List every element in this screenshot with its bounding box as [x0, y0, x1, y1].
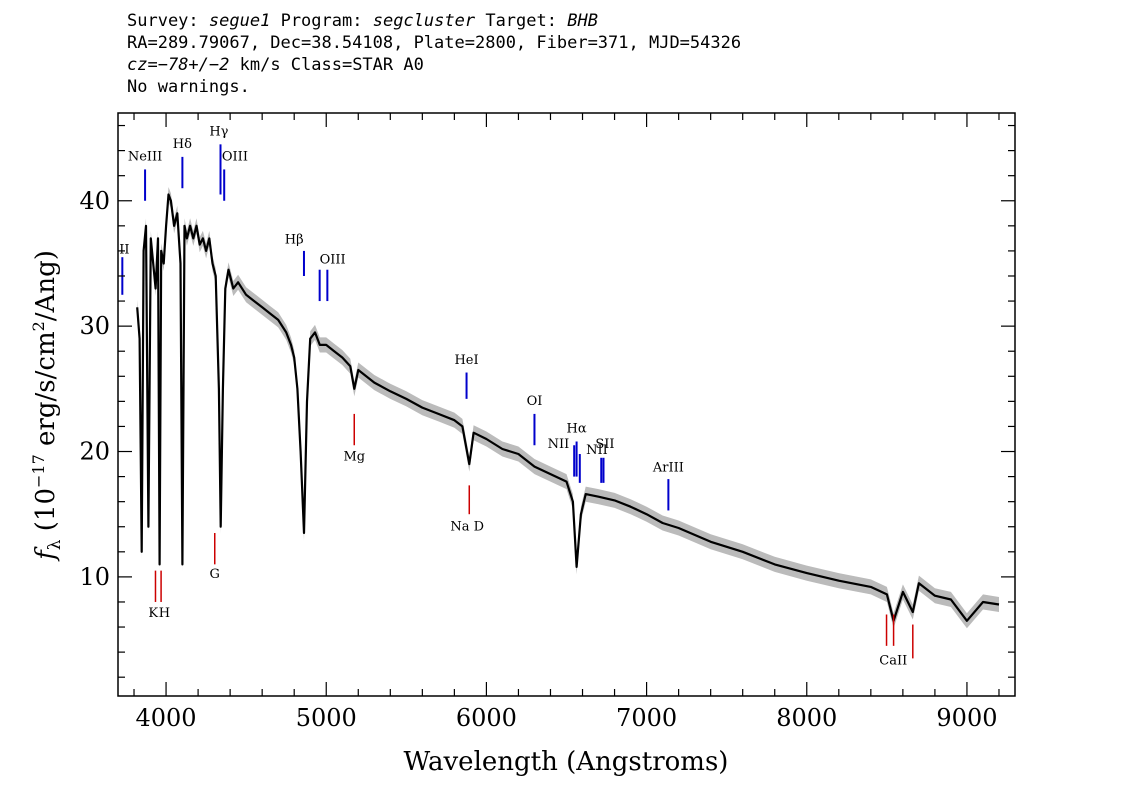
y-tick-label: 10 — [79, 563, 110, 591]
emission-line-label: Hδ — [173, 137, 192, 152]
error-band — [137, 187, 999, 629]
target-label: Target: — [485, 11, 557, 31]
x-tick-label: 8000 — [776, 704, 837, 732]
emission-line-label: NeIII — [128, 150, 162, 165]
x-tick-label: 6000 — [456, 704, 517, 732]
absorption-line-label: CaII — [879, 654, 907, 669]
x-tick-label: 9000 — [936, 704, 997, 732]
absorption-line-label: H — [159, 606, 170, 621]
flux-error-band — [137, 187, 999, 629]
x-tick-label: 5000 — [296, 704, 357, 732]
survey-label: Survey: — [127, 11, 199, 31]
axis-ticks: 4000 5000 6000 7000 8000 9000 10 20 30 40 — [79, 113, 1015, 732]
header-line-2: RA=289.79067, Dec=38.54108, Plate=2800, … — [127, 33, 742, 53]
emission-line-label: Hα — [567, 422, 587, 437]
emission-line-label: OIII — [320, 252, 346, 267]
target-value: BHB — [567, 11, 598, 31]
emission-line-label: ArIII — [652, 461, 684, 476]
series-layer — [136, 193, 1000, 622]
cz-unit-class: km/s Class=STAR A0 — [229, 55, 424, 75]
spectrum-header: Survey: segue1 Program: segcluster Targe… — [127, 10, 741, 98]
emission-line-label: OIII — [222, 150, 248, 165]
header-line-4: No warnings. — [127, 77, 250, 97]
spectral-line-labels: IINeIIIHδHγOIIIHβOIIIHeIOINIIHαNIISIIArI… — [119, 125, 907, 669]
plot-frame — [117, 112, 1016, 697]
emission-line-label: NII — [548, 437, 570, 452]
program-label: Program: — [280, 11, 363, 31]
absorption-line-label: Na D — [450, 520, 484, 535]
header-line-3: cz=−78+/−2 km/s Class=STAR A0 — [127, 54, 741, 76]
y-tick-label: 30 — [79, 312, 110, 340]
emission-line-label: Hβ — [285, 232, 304, 247]
header-line-1: Survey: segue1 Program: segcluster Targe… — [127, 10, 741, 32]
cz-value: −78+/−2 — [157, 55, 230, 75]
x-tick-label: 4000 — [136, 704, 197, 732]
y-tick-label: 20 — [79, 438, 110, 466]
program-value: segcluster — [372, 11, 476, 31]
emission-line-label: HeI — [454, 353, 478, 368]
absorption-line-label: K — [148, 606, 158, 621]
absorption-line-label: G — [210, 567, 220, 582]
emission-line-label: SII — [595, 437, 614, 452]
emission-line-label: II — [119, 242, 129, 257]
absorption-line-label: Mg — [343, 449, 365, 464]
flux-series-line — [136, 193, 1000, 622]
y-axis-label: fλ (10−17 erg/s/cm2/Ang) — [29, 250, 65, 562]
y-tick-label: 40 — [79, 187, 110, 215]
spectral-lines-layer — [121, 144, 914, 659]
survey-value: segue1 — [208, 11, 271, 31]
emission-line-label: Hγ — [209, 125, 228, 140]
x-axis-label: Wavelength (Angstroms) — [404, 747, 729, 777]
emission-line-label: NII — [586, 443, 608, 458]
cz-label: cz= — [127, 55, 158, 75]
x-tick-label: 7000 — [616, 704, 677, 732]
emission-line-label: OI — [527, 394, 543, 409]
